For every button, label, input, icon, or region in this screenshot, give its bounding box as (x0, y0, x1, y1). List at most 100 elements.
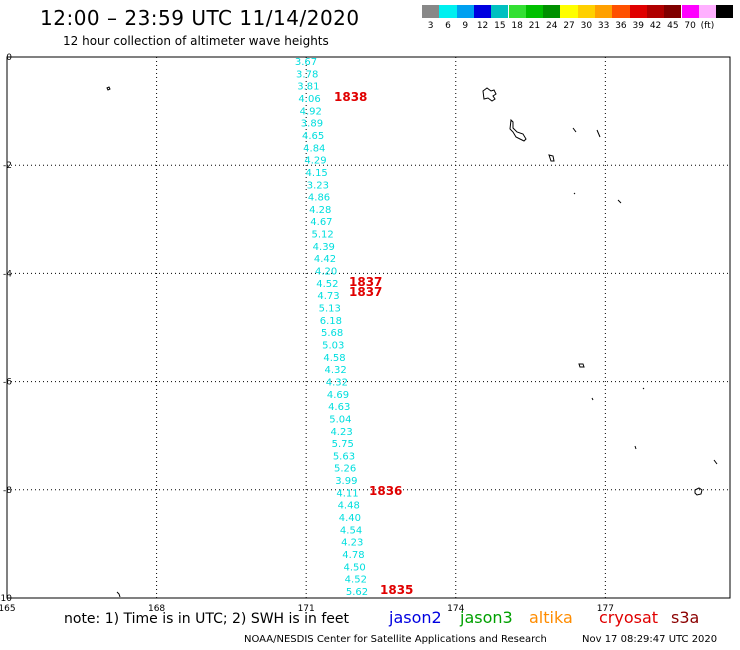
swh-value: 4.20 (315, 267, 337, 278)
legend-swatch (543, 5, 561, 18)
swh-value: 4.48 (338, 501, 360, 512)
legend-swatch (698, 5, 717, 18)
swh-value: 4.73 (317, 291, 339, 302)
swh-value: 5.03 (322, 340, 344, 351)
legend-label: 6 (445, 21, 451, 31)
island-outline (713, 459, 718, 465)
x-tick-label: 177 (597, 604, 614, 614)
swh-value: 4.23 (341, 538, 363, 549)
swh-value: 6.18 (320, 316, 342, 327)
footer-note: note: 1) Time is in UTC; 2) SWH is in fe… (64, 611, 350, 627)
y-tick-label: -10 (0, 594, 12, 604)
swh-value: 4.78 (342, 550, 364, 561)
island-outline (509, 118, 527, 142)
altimeter-track: 3.673.78 3.814.064.92 3.894.654.84 4.294.15… (295, 57, 368, 598)
satellite-name: s3a (671, 608, 700, 627)
swh-value: 4.52 (316, 279, 338, 290)
satellite-name: altika (529, 608, 573, 627)
swh-value: 4.92 (300, 106, 322, 117)
legend-label: 21 (528, 21, 541, 31)
island-outline (694, 487, 703, 496)
legend-label: 30 (580, 21, 593, 31)
x-tick-label: 174 (447, 604, 464, 614)
legend-label: 36 (615, 21, 627, 31)
generation-timestamp: Nov 17 08:29:47 UTC 2020 (582, 634, 718, 645)
swh-value: 4.42 (314, 254, 336, 265)
island-outline (591, 397, 594, 401)
swh-value: 4.69 (327, 390, 349, 401)
axis-tick-labels: 165 168 171 174 177 0 -2 -4 -6 -8 -10 (0, 53, 614, 614)
legend-swatch (664, 5, 682, 18)
island-outline (106, 86, 111, 91)
island-outline (548, 154, 555, 162)
legend-label: 12 (476, 21, 489, 31)
legend-swatch (716, 5, 734, 18)
swh-value: 4.65 (302, 131, 324, 142)
legend-swatch (508, 5, 526, 18)
swh-value: 5.12 (311, 230, 333, 241)
satellite-name: jason3 (460, 608, 513, 627)
island-outline (578, 363, 585, 368)
legend-swatch (646, 5, 665, 18)
swh-value: 4.29 (304, 156, 326, 167)
legend-swatch (577, 5, 595, 18)
swh-value: 3.23 (307, 180, 329, 191)
legend-label: 9 (462, 21, 469, 31)
swh-value: 3.99 (335, 476, 357, 487)
legend-swatch (456, 5, 474, 18)
swh-value: 5.63 (333, 451, 355, 462)
legend-label: 3 (427, 21, 434, 31)
swh-value: 4.06 (298, 94, 320, 105)
swh-value: 4.52 (345, 575, 367, 586)
pass-time-label: 1836 (369, 484, 402, 498)
legend-label: 15 (494, 21, 506, 31)
legend-swatch (473, 5, 492, 18)
legend-label: 18 (511, 21, 523, 31)
swh-value: 5.26 (334, 464, 356, 475)
legend-label: 27 (563, 21, 575, 31)
satellite-name: cryosat (599, 608, 659, 627)
y-tick-label: -4 (3, 269, 12, 279)
y-tick-label: -8 (3, 486, 12, 496)
pass-time-label: 1838 (334, 90, 367, 104)
legend-swatch (422, 5, 440, 18)
pass-time-label: 1835 (380, 583, 413, 597)
map-frame (6, 56, 731, 599)
island-outline (482, 87, 497, 102)
legend-label: (ft) (700, 21, 715, 31)
swh-value: 4.32 (325, 365, 347, 376)
swh-value: 4.23 (330, 427, 352, 438)
island-outline (572, 127, 577, 133)
lat-lon-grid (7, 57, 730, 598)
swh-value: 4.63 (328, 402, 350, 413)
swh-value: 4.39 (313, 242, 335, 253)
swh-value: 4.54 (340, 525, 362, 536)
legend-swatch (595, 5, 613, 18)
credit-line: NOAA/NESDIS Center for Satellite Applica… (244, 634, 547, 645)
swh-value: 4.84 (303, 143, 325, 154)
swh-value: 4.11 (336, 488, 358, 499)
island-outline (116, 591, 121, 598)
satellite-name: jason2 (389, 608, 442, 627)
legend-swatch (681, 5, 699, 18)
island-outline (634, 445, 637, 450)
x-tick-label: 165 (0, 604, 16, 614)
swh-value: 4.32 (326, 377, 348, 388)
swh-value: 3.78 (296, 69, 318, 80)
swh-value: 5.75 (332, 439, 354, 450)
swh-value: 3.67 (295, 57, 317, 68)
island-outline (642, 387, 645, 390)
swh-value: 4.40 (339, 513, 361, 524)
swh-value: 4.28 (309, 205, 331, 216)
map-title: 12:00 – 23:59 UTC 11/14/2020 (40, 6, 360, 30)
island-outline (596, 129, 601, 138)
y-tick-label: -2 (3, 161, 12, 171)
pass-time-label: 1837 (349, 275, 382, 289)
legend-swatch (629, 5, 647, 18)
y-tick-label: -6 (3, 378, 12, 388)
legend-swatch (525, 5, 544, 18)
y-tick-label: 0 (6, 53, 12, 63)
legend-swatch (491, 5, 509, 18)
